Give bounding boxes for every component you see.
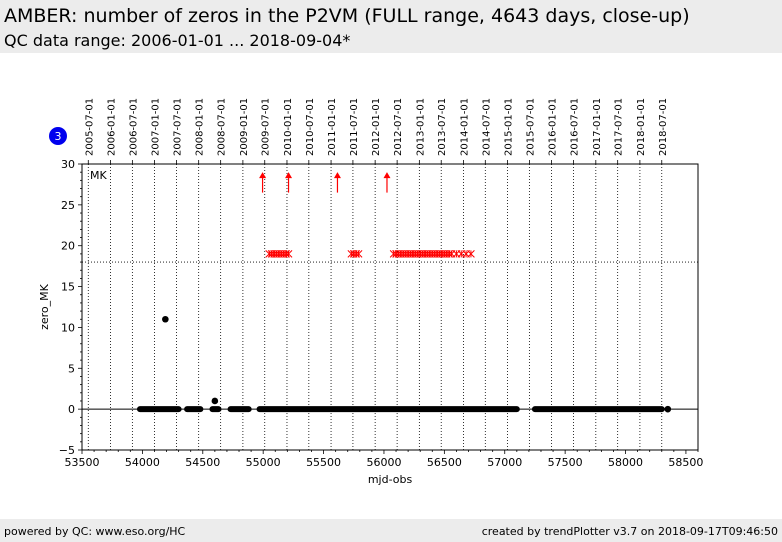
flagged-point	[467, 250, 475, 258]
data-point	[211, 397, 219, 405]
date-tick-label: 2017-01-01	[592, 98, 603, 156]
y-axis-label: zero_MK	[38, 283, 51, 330]
date-tick-label: 2013-07-01	[437, 98, 448, 156]
date-tick-label: 2018-01-01	[636, 98, 647, 156]
panel-label: MK	[90, 169, 107, 182]
plot-index-badge	[49, 127, 67, 145]
x-axis: 53500 54000 54500 55000 55500 56000 56500 57000…	[65, 450, 703, 469]
arrow-head	[259, 172, 267, 179]
arrow-head	[383, 172, 391, 179]
date-tick-label: 2012-07-01	[393, 98, 404, 156]
x-tick-label: 56500	[427, 456, 462, 469]
data-point	[664, 405, 672, 413]
flagged-point	[354, 250, 363, 258]
x-tick-label: 58500	[668, 456, 703, 469]
data-point	[162, 315, 169, 323]
report-header: AMBER: number of zeros in the P2VM (FULL…	[0, 0, 782, 53]
date-tick-label: 2008-01-01	[195, 98, 206, 156]
footer-powered-by: powered by QC: www.eso.org/HC	[4, 525, 186, 538]
flagged-point	[284, 250, 293, 258]
x-axis-label: mjd-obs	[368, 473, 413, 486]
y-axis: −5 0 5 10 15 20 25 30	[59, 158, 82, 457]
x-tick-label: 55000	[246, 456, 281, 469]
date-tick-label: 2015-01-01	[504, 98, 515, 156]
x-tick-label: 56000	[366, 456, 401, 469]
date-tick-label: 2016-07-01	[570, 98, 581, 156]
plot-index-badge-label: 3	[55, 130, 62, 143]
plot-area	[82, 164, 698, 450]
out-of-range-arrow	[259, 172, 267, 193]
data-marks	[82, 172, 698, 413]
x-tick-label: 57500	[548, 456, 583, 469]
date-tick-label: 2008-07-01	[217, 98, 228, 156]
y-tick-label: −5	[59, 444, 75, 457]
out-of-range-arrow	[285, 172, 293, 193]
date-tick-label: 2011-01-01	[327, 98, 338, 156]
chart: 3 2005-07-01 2006-01-01 2006-07-01 2007-01-…	[38, 98, 703, 486]
x-tick-label: 54000	[125, 456, 160, 469]
x-tick-label: 58000	[608, 456, 643, 469]
y-tick-label: 5	[68, 362, 75, 375]
date-tick-label: 2018-07-01	[658, 98, 669, 156]
date-tick-label: 2014-07-01	[481, 98, 492, 156]
date-tick-label: 2006-01-01	[107, 98, 118, 156]
x-tick-label: 57000	[487, 456, 522, 469]
date-tick-label: 2009-07-01	[261, 98, 272, 156]
y-tick-label: 0	[68, 403, 75, 416]
arrow-head	[285, 172, 293, 179]
date-tick-label: 2005-07-01	[84, 98, 95, 156]
out-of-range-arrow	[383, 172, 391, 193]
report-footer: powered by QC: www.eso.org/HC created by…	[0, 519, 782, 542]
date-tick-label: 2017-07-01	[614, 98, 625, 156]
date-tick-label: 2014-01-01	[459, 98, 470, 156]
x-tick-label: 54500	[185, 456, 220, 469]
date-tick-label: 2007-01-01	[151, 98, 162, 156]
y-tick-label: 15	[61, 281, 75, 294]
date-tick-label: 2010-01-01	[283, 98, 294, 156]
date-tick-label: 2006-07-01	[128, 98, 139, 156]
date-tick-label: 2009-01-01	[239, 98, 250, 156]
arrow-head	[333, 172, 341, 179]
date-axis: 2005-07-01 2006-01-01 2006-07-01 2007-01-01…	[84, 98, 669, 164]
x-tick-label: 53500	[65, 456, 100, 469]
x-tick-label: 55500	[306, 456, 341, 469]
page-subtitle: QC data range: 2006-01-01 ... 2018-09-04…	[4, 31, 351, 50]
date-tick-label: 2013-01-01	[415, 98, 426, 156]
y-tick-label: 30	[61, 158, 75, 171]
date-tick-label: 2011-07-01	[349, 98, 360, 156]
date-tick-label: 2016-01-01	[548, 98, 559, 156]
out-of-range-arrow	[333, 172, 341, 193]
footer-created-by: created by trendPlotter v3.7 on 2018-09-…	[481, 525, 778, 538]
y-tick-label: 20	[61, 240, 75, 253]
y-tick-label: 25	[61, 199, 75, 212]
date-tick-label: 2012-01-01	[371, 98, 382, 156]
y-tick-label: 10	[61, 321, 75, 334]
plot-frame	[81, 163, 699, 451]
page-title: AMBER: number of zeros in the P2VM (FULL…	[4, 5, 690, 27]
date-tick-label: 2015-07-01	[525, 98, 536, 156]
date-tick-label: 2007-07-01	[172, 98, 183, 156]
date-tick-label: 2010-07-01	[305, 98, 316, 156]
